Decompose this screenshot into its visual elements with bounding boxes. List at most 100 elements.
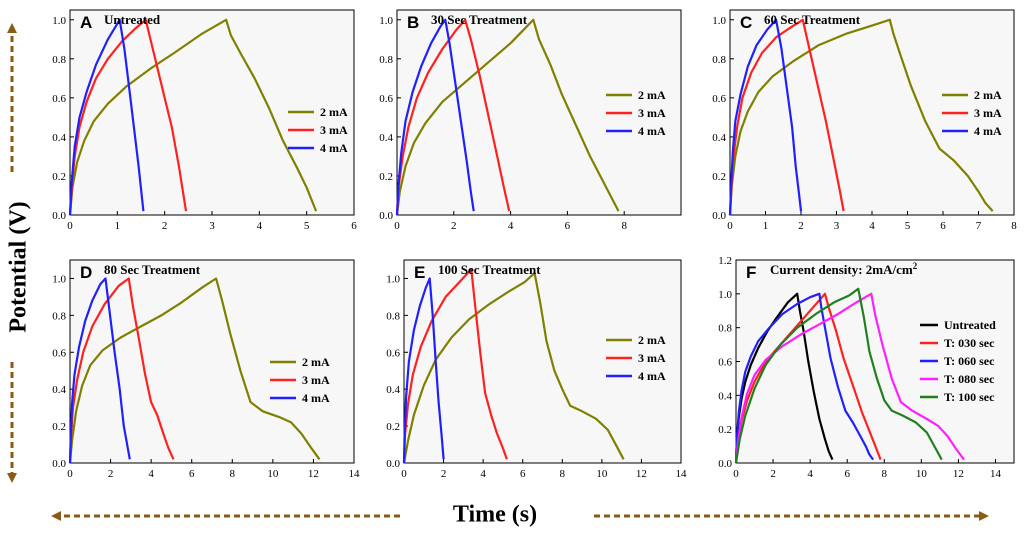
series-line-a-3 — [68, 18, 145, 216]
legend: 2 mA 3 mA 4 mA — [270, 355, 330, 405]
x-tick-label: 5 — [905, 220, 911, 232]
panel-e: 0 2 4 6 8 10 12 14 0.0 0.2 0.4 0.6 0.8 1.0 2 mA 3 mA 4 m… — [386, 259, 688, 480]
chart-panels: 0 1 2 3 4 5 60.00.20.40.60.81.02 mA3 mA4 mAA Un… — [52, 9, 1017, 480]
figure-decorations: Potential (V) Time (s) — [6, 23, 989, 528]
x-axis-title: Time (s) — [453, 502, 537, 528]
plot-area — [69, 259, 355, 464]
x-tick-label: 12 — [636, 468, 647, 480]
x-tick-label: 7 — [976, 220, 982, 232]
legend-label: 2 mA — [974, 88, 1002, 102]
y-tick-label: 0.8 — [386, 310, 400, 322]
y-tick-label: 0.6 — [379, 93, 393, 105]
x-tick-label: 10 — [267, 468, 279, 480]
legend-label: 4 mA — [320, 141, 348, 155]
legend-label: T: 030 sec — [944, 336, 995, 350]
panel-title: 30 Sec Treatment — [431, 12, 528, 27]
y-tick-label: 1.0 — [386, 273, 400, 285]
legend-label: 2 mA — [638, 333, 666, 347]
y-tick-label: 0.2 — [52, 421, 66, 433]
y-tick-label: 0.4 — [718, 390, 732, 402]
x-tick-label: 10 — [596, 468, 608, 480]
y-tick-label: 0.6 — [52, 347, 66, 359]
y-tick-label: 0.2 — [386, 421, 400, 433]
panel-a: 0 1 2 3 4 5 6 0.0 0.2 0.4 0.6 0.8 1.0 2 mA 3 mA 4 mA A Un… — [52, 9, 357, 232]
panel-title: 100 Sec Treatment — [438, 262, 541, 277]
y-tick-label: 0.8 — [52, 54, 66, 66]
x-tick-label: 4 — [869, 220, 875, 232]
panel-d: 0 2 4 6 8 10 12 14 0.0 0.2 0.4 0.6 0.8 1.0 2 mA 3 mA 4 m… — [52, 259, 361, 480]
x-tick-label: 4 — [480, 468, 486, 480]
plot-area — [396, 9, 682, 216]
legend: 2 mA 3 mA 4 mA — [606, 88, 666, 138]
y-tick-label: 1.0 — [712, 15, 726, 27]
y-tick-label: 0.8 — [718, 323, 732, 335]
y-tick-label: 0.6 — [712, 93, 726, 105]
y-tick-label: 0.4 — [52, 132, 66, 144]
panel-letter: E — [414, 263, 425, 282]
series-line-f-3 — [734, 292, 874, 464]
x-tick-label: 0 — [67, 468, 73, 480]
x-tick-label: 3 — [209, 220, 215, 232]
series-line-f-5 — [734, 287, 943, 464]
x-tick-label: 8 — [230, 468, 236, 480]
y-tick-label: 0.6 — [52, 93, 66, 105]
x-tick-label: 6 — [189, 468, 195, 480]
panel-b: 0 2 4 6 8 0.0 0.2 0.4 0.6 0.8 1.0 2 mA 3 mA 4 mA B 30 S… — [379, 9, 682, 232]
y-tick-label: 0.6 — [718, 357, 732, 369]
x-tick-label: 4 — [807, 468, 813, 480]
legend-label: 4 mA — [302, 391, 330, 405]
y-tick-label: 0.0 — [712, 210, 726, 222]
legend-label: 4 mA — [638, 369, 666, 383]
legend-label: Untreated — [944, 318, 996, 332]
legend-label: 3 mA — [638, 106, 666, 120]
legend-label: 2 mA — [638, 88, 666, 102]
y-tick-label: 0.0 — [379, 210, 393, 222]
legend-label: 2 mA — [320, 105, 348, 119]
y-tick-label: 0.2 — [52, 171, 66, 183]
x-tick-label: 6 — [844, 468, 850, 480]
y-tick-label: 1.0 — [379, 15, 393, 27]
x-tick-label: 5 — [304, 220, 310, 232]
legend-label: 2 mA — [302, 355, 330, 369]
panel-letter: C — [740, 13, 752, 32]
y-tick-label: 0.4 — [379, 132, 393, 144]
plot-area — [735, 259, 1015, 464]
y-tick-label: 0.2 — [379, 171, 393, 183]
y-tick-label: 1.0 — [52, 273, 66, 285]
y-tick-label: 0.8 — [712, 54, 726, 66]
x-tick-label: 8 — [882, 468, 888, 480]
panel-title: Untreated — [104, 12, 161, 27]
x-tick-label: 2 — [770, 468, 776, 480]
series-line-d-2 — [68, 277, 175, 464]
legend: 2 mA 3 mA 4 mA — [942, 88, 1002, 138]
legend-label: 4 mA — [974, 124, 1002, 138]
series-line-c-3 — [728, 18, 803, 216]
x-tick-label: 2 — [162, 220, 168, 232]
x-tick-label: 6 — [940, 220, 946, 232]
x-tick-label: 4 — [148, 468, 154, 480]
series-line-e-1 — [402, 271, 625, 464]
panel-title: Current density: 2mA/cm2 — [770, 261, 918, 277]
series-line-c-1 — [728, 18, 994, 216]
plot-area — [403, 259, 682, 464]
y-tick-label: 0.2 — [712, 171, 726, 183]
legend-label: 4 mA — [638, 124, 666, 138]
panel-title: 80 Sec Treatment — [104, 262, 201, 277]
legend-label: T: 060 sec — [944, 354, 995, 368]
series-line-b-3 — [395, 18, 475, 216]
x-tick-label: 8 — [621, 220, 627, 232]
y-tick-label: 0.2 — [718, 424, 732, 436]
series-line-e-3 — [402, 277, 445, 464]
panel-c: 0 1 2 3 4 5 6 7 8 0.0 0.2 0.4 0.6 0.8 1.0 2 mA 3 mA 4 mA C… — [712, 9, 1017, 232]
legend-label: 3 mA — [638, 351, 666, 365]
y-tick-label: 0.8 — [52, 310, 66, 322]
x-tick-label: 14 — [349, 468, 361, 480]
x-tick-label: 14 — [676, 468, 688, 480]
y-tick-label: 1.0 — [718, 289, 732, 301]
legend-label: 3 mA — [302, 373, 330, 387]
y-tick-label: 0.0 — [52, 210, 66, 222]
legend: 2 mA 3 mA 4 mA — [288, 105, 348, 155]
series-line-d-1 — [68, 277, 321, 464]
y-tick-label: 1.2 — [718, 255, 732, 267]
legend: 2 mA 3 mA 4 mA — [606, 333, 666, 383]
